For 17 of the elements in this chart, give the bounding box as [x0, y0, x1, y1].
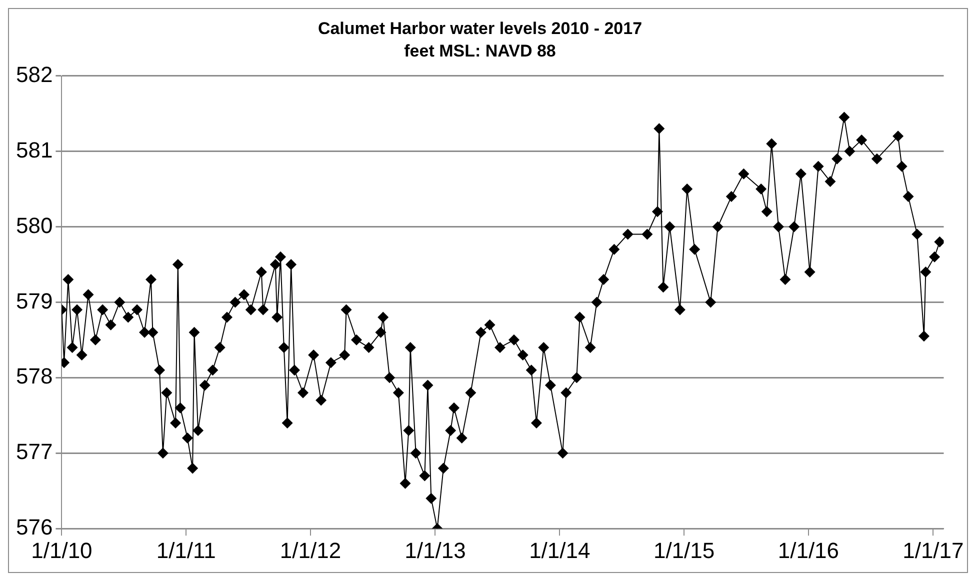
- y-tick-label: 582: [16, 62, 53, 87]
- y-tick-label: 578: [16, 364, 53, 389]
- x-tick-label: 1/1/16: [778, 538, 840, 563]
- y-tick-label: 579: [16, 288, 53, 314]
- chart-subtitle: feet MSL: NAVD 88: [404, 41, 556, 60]
- y-tick-label: 581: [16, 137, 53, 162]
- chart-title: Calumet Harbor water levels 2010 - 2017: [318, 18, 642, 38]
- x-tick-label: 1/1/17: [902, 538, 964, 563]
- x-tick-label: 1/1/12: [280, 538, 342, 563]
- y-tick-label: 580: [16, 212, 53, 238]
- x-tick-label: 1/1/15: [653, 538, 715, 563]
- y-tick-label: 576: [16, 514, 53, 540]
- y-tick-label: 577: [16, 439, 53, 464]
- x-tick-label: 1/1/14: [529, 538, 590, 563]
- x-tick-label: 1/1/11: [156, 538, 216, 563]
- x-tick-label: 1/1/13: [404, 538, 466, 563]
- x-tick-label: 1/1/10: [31, 538, 92, 563]
